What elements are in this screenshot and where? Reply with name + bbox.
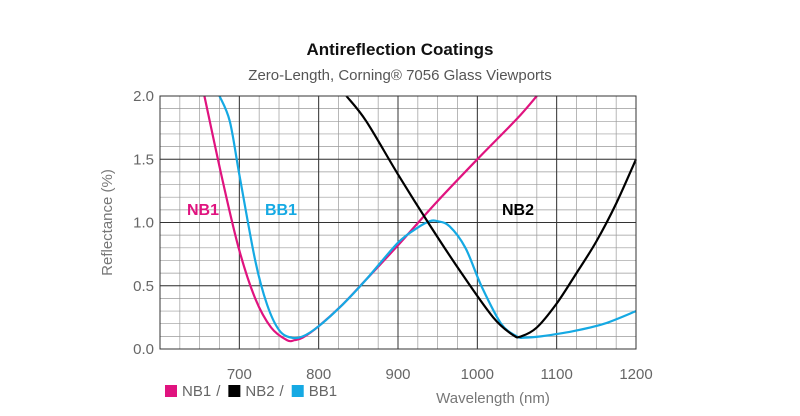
series-lines [203, 95, 638, 343]
y-tick-label: 0.5 [133, 278, 154, 295]
y-tick-label: 0.0 [133, 341, 154, 358]
y-tick-label: 1.5 [133, 151, 154, 168]
x-tick-label: 1000 [461, 366, 494, 383]
legend-swatch-bb1 [291, 385, 304, 397]
legend-swatch-nb1 [165, 385, 177, 397]
y-axis-label: Reflectance (%) [99, 169, 116, 276]
chart-title: Antireflection Coatings [306, 40, 493, 59]
series-label-bb1: BB1 [265, 202, 297, 219]
legend-label-nb2: NB2 [245, 383, 274, 400]
x-tick-label: 900 [385, 366, 410, 383]
x-axis-label: Wavelength (nm) [436, 390, 550, 407]
x-tick-label: 1200 [619, 366, 652, 383]
plot-frame [159, 95, 637, 350]
chart-subtitle: Zero-Length, Corning® 7056 Glass Viewpor… [248, 67, 551, 84]
y-tick-label: 1.0 [133, 215, 154, 232]
legend-label-bb1: BB1 [309, 383, 337, 400]
x-tick-label: 800 [306, 366, 331, 383]
y-tick-labels: 0.0 0.5 1.0 1.5 2.0 [133, 88, 154, 358]
legend-separator: / [216, 383, 221, 400]
series-label-nb2: NB2 [502, 202, 534, 219]
series-line-nb1 [203, 95, 538, 343]
series-label-nb1: NB1 [187, 202, 219, 219]
x-tick-labels: 700 800 900 1000 1100 1200 [227, 366, 653, 383]
legend-swatch-nb2 [228, 385, 241, 397]
legend-separator: / [280, 383, 285, 400]
legend: NB1 / NB2 / BB1 [165, 383, 337, 400]
legend-label-nb1: NB1 [182, 383, 211, 400]
series-line-bb1 [218, 95, 637, 340]
x-tick-label: 1100 [541, 366, 573, 383]
series-line-nb2 [345, 95, 638, 339]
x-tick-label: 700 [227, 366, 252, 383]
series-inline-labels: NB1 BB1 NB2 [187, 202, 534, 219]
y-tick-label: 2.0 [133, 88, 154, 105]
